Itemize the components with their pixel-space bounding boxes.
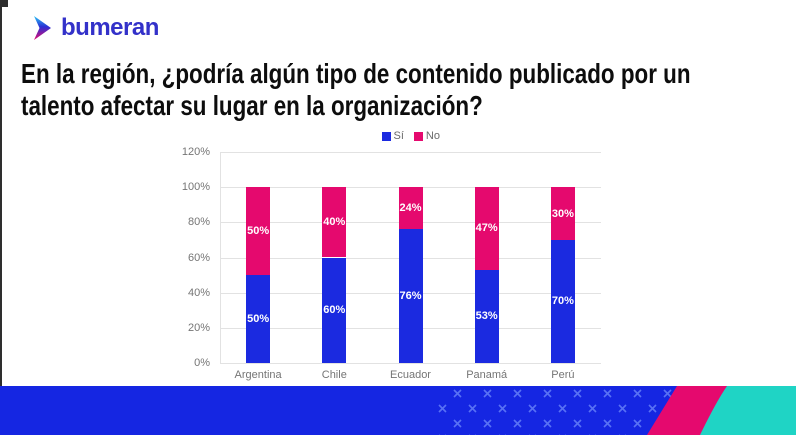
y-tick-label: 40% bbox=[187, 286, 210, 299]
bar-segment-no-chile: 40% bbox=[322, 187, 347, 258]
x-axis-label-ecuador: Ecuador bbox=[390, 369, 431, 381]
bar-value-label: 76% bbox=[399, 290, 422, 303]
bar-value-label: 40% bbox=[323, 216, 346, 229]
bottom-decor-band bbox=[0, 386, 796, 435]
bar-segment-no-ecuador: 24% bbox=[398, 187, 423, 230]
bar-value-label: 60% bbox=[323, 304, 346, 317]
y-tick-label: 120% bbox=[181, 146, 210, 158]
legend-label: No bbox=[425, 130, 440, 142]
x-axis-label-argentina: Argentina bbox=[234, 369, 282, 381]
legend-item-no: No bbox=[413, 130, 440, 142]
slide-title-line2: talento afectar su lugar en la organizac… bbox=[21, 90, 483, 121]
bar-value-label: 53% bbox=[475, 310, 498, 323]
window-edge-notch bbox=[0, 0, 8, 7]
gridline bbox=[220, 363, 601, 364]
x-axis-label-chile: Chile bbox=[321, 369, 347, 381]
slide-title: En la región, ¿podría algún tipo de cont… bbox=[21, 58, 777, 122]
bar-value-label: 24% bbox=[399, 202, 422, 215]
y-tick-label: 60% bbox=[187, 251, 210, 264]
window-edge-line bbox=[0, 0, 2, 387]
bumeran-logo: bumeran bbox=[30, 14, 159, 42]
bar-value-label: 70% bbox=[551, 295, 574, 308]
x-axis-label-panamá: Panamá bbox=[466, 369, 508, 381]
chart-legend: Sí No bbox=[381, 130, 440, 142]
bumeran-chevron-icon bbox=[34, 16, 51, 40]
bar-segment-no-perú: 30% bbox=[550, 187, 575, 240]
legend-swatch bbox=[413, 131, 423, 141]
bar-segment-no-panamá: 47% bbox=[474, 187, 499, 270]
bar-segment-sí-perú: 70% bbox=[550, 239, 575, 363]
bar-segment-sí-panamá: 53% bbox=[474, 269, 499, 363]
decor-teal-corner bbox=[700, 386, 796, 435]
legend-swatch bbox=[381, 131, 391, 141]
bar-value-label: 30% bbox=[551, 207, 574, 220]
y-tick-label: 100% bbox=[181, 181, 210, 194]
bar-segment-sí-chile: 60% bbox=[322, 257, 347, 363]
x-axis-label-perú: Perú bbox=[551, 369, 575, 381]
bar-segment-no-argentina: 50% bbox=[246, 187, 271, 276]
bar-segment-sí-argentina: 50% bbox=[246, 275, 271, 363]
legend-label: Sí bbox=[393, 130, 404, 142]
bar-segment-sí-ecuador: 76% bbox=[398, 229, 423, 363]
bar-value-label: 50% bbox=[247, 225, 270, 238]
bar-value-label: 50% bbox=[247, 313, 270, 326]
bumeran-logo-text: bumeran bbox=[61, 14, 159, 41]
y-tick-label: 0% bbox=[194, 357, 210, 369]
slide-title-line1: En la región, ¿podría algún tipo de cont… bbox=[21, 58, 691, 89]
y-axis-line bbox=[220, 152, 221, 363]
y-tick-label: 20% bbox=[187, 321, 210, 334]
legend-item-sí: Sí bbox=[381, 130, 404, 142]
y-tick-label: 80% bbox=[187, 216, 210, 229]
gridline bbox=[220, 152, 601, 153]
bar-value-label: 47% bbox=[475, 222, 498, 235]
